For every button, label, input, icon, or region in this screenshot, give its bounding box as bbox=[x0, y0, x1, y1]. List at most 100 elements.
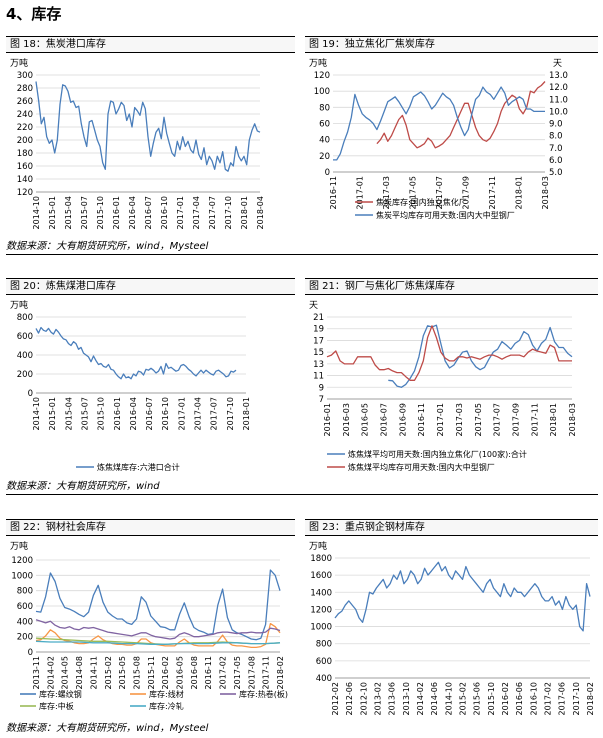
x-tick-label: 2014-10 bbox=[444, 682, 453, 715]
figure-19-title: 图 19：独立焦化厂焦炭库存 bbox=[305, 36, 598, 53]
x-tick-label: 2015-11 bbox=[147, 656, 156, 689]
x-tick-label: 2016-05 bbox=[176, 656, 185, 689]
y2-tick-label: 5.0 bbox=[549, 168, 563, 178]
x-tick-label: 2015-01 bbox=[48, 196, 57, 229]
y-tick-label: 180 bbox=[17, 149, 33, 159]
x-tick-label: 2015-02 bbox=[459, 682, 468, 715]
x-tick-label: 2016-04 bbox=[128, 196, 137, 229]
y-tick-label: 400 bbox=[17, 617, 33, 627]
x-tick-label: 2016-11 bbox=[204, 656, 213, 689]
y-tick-label: 13 bbox=[313, 360, 324, 370]
y-tick-label: 1000 bbox=[310, 623, 332, 633]
x-tick-label: 2015-05 bbox=[118, 656, 127, 689]
chart-key-steel-mill-inventory: 400 600 800 1000 1200 1400 1600 1800 万吨 2012-02 20… bbox=[309, 540, 595, 715]
x-tick-label: 2017-09 bbox=[511, 403, 520, 436]
y-tick-label: 200 bbox=[17, 370, 33, 380]
x-tick-label: 2017-09 bbox=[462, 176, 471, 209]
series-line bbox=[334, 561, 591, 632]
x-tick-label: 2016-03 bbox=[342, 403, 351, 436]
series-line bbox=[35, 81, 261, 172]
x-tick-label: 2016-05 bbox=[361, 403, 370, 436]
x-tick-label: 2017-06 bbox=[558, 682, 567, 715]
y-tick-label: 1600 bbox=[310, 571, 332, 581]
x-tick-label: 2015-07 bbox=[80, 397, 89, 430]
y-tick-label: 240 bbox=[17, 110, 33, 120]
y-tick-label: 280 bbox=[17, 84, 33, 94]
legend-label: 库存:热卷(板) bbox=[239, 689, 288, 699]
x-tick-label: 2016-11 bbox=[329, 176, 338, 209]
series-line bbox=[35, 640, 281, 645]
chart-coking-coal-port-inventory: 0 200 400 600 800 万吨 2014-10 2015-01 2015-04 2015… bbox=[10, 299, 251, 472]
x-tick-label: 2018-01 bbox=[242, 397, 251, 430]
legend-label: 炼焦煤平均库存可用天数:国内大中型钢厂 bbox=[348, 462, 495, 472]
x-tick-label: 2015-04 bbox=[64, 397, 73, 430]
y-tick-label: 17 bbox=[313, 336, 324, 346]
y2-tick-label: 8.0 bbox=[549, 132, 563, 142]
x-tick-label: 2017-11 bbox=[488, 176, 497, 209]
y-tick-label: 40 bbox=[319, 136, 330, 146]
x-tick-label: 2016-02 bbox=[501, 682, 510, 715]
legend-label: 库存:中板 bbox=[39, 701, 74, 711]
y-tick-label: 80 bbox=[319, 103, 330, 113]
section-heading: 4、库存 bbox=[6, 5, 62, 23]
x-tick-label: 2017-07 bbox=[210, 397, 219, 430]
y2-tick-label: 7.0 bbox=[549, 144, 563, 154]
x-tick-label: 2016-01 bbox=[112, 196, 121, 229]
y-tick-label: 120 bbox=[17, 188, 33, 198]
figure-18-title: 图 18：焦炭港口库存 bbox=[6, 36, 295, 53]
y2-tick-label: 13.0 bbox=[549, 71, 568, 81]
x-tick-label: 2016-06 bbox=[515, 682, 524, 715]
x-tick-label: 2018-03 bbox=[568, 403, 577, 436]
legend-label: 炼焦煤库存:六港口合计 bbox=[97, 462, 180, 472]
x-tick-label: 2012-06 bbox=[345, 682, 354, 715]
legend-label: 库存:线材 bbox=[149, 689, 184, 699]
y-axis-unit: 万吨 bbox=[10, 299, 28, 311]
y-tick-label: 600 bbox=[316, 657, 332, 667]
y2-tick-label: 11.0 bbox=[549, 95, 568, 105]
figure-22-title: 图 22：钢材社会库存 bbox=[6, 519, 295, 536]
legend-label: 库存:冷轧 bbox=[149, 701, 184, 711]
data-source-row-1: 数据来源：大有期货研究所，wind，Mysteel bbox=[6, 241, 209, 252]
divider bbox=[6, 494, 598, 495]
x-tick-label: 2014-10 bbox=[32, 397, 41, 430]
x-tick-label: 2018-01 bbox=[240, 196, 249, 229]
x-tick-label: 2014-06 bbox=[430, 682, 439, 715]
x-tick-label: 2016-09 bbox=[398, 403, 407, 436]
x-tick-label: 2013-10 bbox=[402, 682, 411, 715]
x-tick-label: 2014-05 bbox=[61, 656, 70, 689]
x-tick-label: 2018-02 bbox=[586, 682, 595, 715]
x-tick-label: 2013-11 bbox=[32, 656, 41, 689]
y-tick-label: 0 bbox=[28, 648, 33, 658]
series-line bbox=[333, 86, 545, 161]
x-tick-label: 2018-04 bbox=[256, 196, 265, 229]
x-tick-label: 2017-11 bbox=[530, 403, 539, 436]
y-tick-label: 160 bbox=[17, 162, 33, 172]
x-tick-label: 2014-02 bbox=[416, 682, 425, 715]
y-tick-label: 0 bbox=[28, 389, 33, 399]
series-line bbox=[326, 325, 572, 381]
x-tick-label: 2016-08 bbox=[190, 656, 199, 689]
x-tick-label: 2014-10 bbox=[32, 196, 41, 229]
x-tick-label: 2015-07 bbox=[80, 196, 89, 229]
y-axis-unit: 万吨 bbox=[309, 57, 327, 69]
x-tick-label: 2017-05 bbox=[233, 656, 242, 689]
legend-label: 炼焦煤平均可用天数:国内独立焦化厂(100家):合计 bbox=[348, 449, 527, 459]
x-tick-label: 2015-02 bbox=[104, 656, 113, 689]
y-tick-label: 140 bbox=[17, 175, 33, 185]
y-tick-label: 260 bbox=[17, 97, 33, 107]
legend-label: 焦炭平均库存可用天数:国内大中型钢厂 bbox=[376, 210, 515, 220]
y-tick-label: 200 bbox=[17, 136, 33, 146]
y2-axis-unit: 天 bbox=[553, 59, 562, 69]
x-tick-label: 2012-10 bbox=[359, 682, 368, 715]
x-tick-label: 2017-07 bbox=[208, 196, 217, 229]
x-tick-label: 2016-11 bbox=[417, 403, 426, 436]
x-tick-label: 2017-10 bbox=[572, 682, 581, 715]
series-line bbox=[35, 619, 281, 640]
x-tick-label: 2018-02 bbox=[276, 656, 285, 689]
figure-21-title: 图 21：钢厂与焦化厂炼焦煤库存 bbox=[305, 278, 598, 295]
y-axis-unit: 天 bbox=[309, 301, 318, 311]
y-tick-label: 1200 bbox=[310, 605, 332, 615]
chart-independent-coking-coke-inventory: 0 20 40 60 80 100 120 万吨 5.0 6.0 7.0 8.0 9.0 10.0 11.0… bbox=[309, 57, 568, 220]
x-tick-label: 2014-08 bbox=[75, 656, 84, 689]
y-tick-label: 20 bbox=[319, 152, 330, 162]
